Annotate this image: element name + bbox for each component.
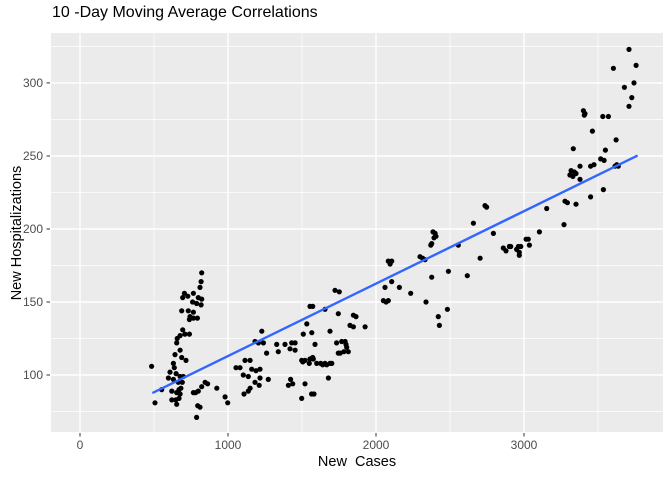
svg-text:150: 150 bbox=[23, 295, 43, 309]
x-axis-title: New Cases bbox=[317, 454, 397, 470]
svg-text:250: 250 bbox=[23, 149, 43, 163]
trend-line bbox=[152, 154, 638, 394]
svg-text:1000: 1000 bbox=[215, 438, 242, 452]
y-axis-title: New Hospitalizations bbox=[9, 165, 25, 301]
scatter-points bbox=[149, 46, 639, 420]
major-gridlines bbox=[51, 33, 663, 432]
svg-text:300: 300 bbox=[23, 76, 43, 90]
chart-title: 10 -Day Moving Average Correlations bbox=[52, 4, 318, 21]
svg-text:2000: 2000 bbox=[363, 438, 390, 452]
svg-text:200: 200 bbox=[23, 222, 43, 236]
svg-text:100: 100 bbox=[23, 368, 43, 382]
panel-background bbox=[51, 33, 663, 432]
y-tick-labels: 100 150 200 250 300 bbox=[23, 76, 43, 382]
x-tick-labels: 0 1000 2000 3000 bbox=[77, 438, 538, 452]
svg-text:3000: 3000 bbox=[511, 438, 538, 452]
axis-tick-marks bbox=[46, 82, 525, 437]
y-axis-title-wrap: New Hospitalizations bbox=[8, 163, 25, 303]
minor-gridlines bbox=[51, 33, 663, 432]
svg-text:0: 0 bbox=[77, 438, 84, 452]
